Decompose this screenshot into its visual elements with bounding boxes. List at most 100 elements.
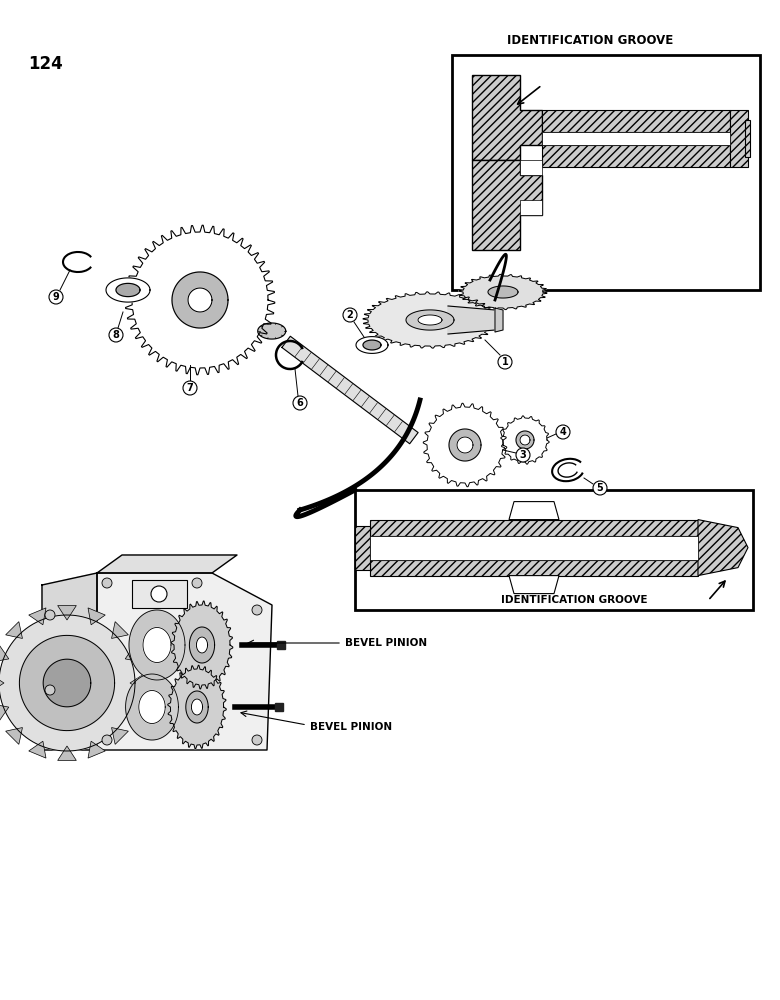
Polygon shape (42, 573, 97, 750)
Polygon shape (97, 555, 237, 573)
Polygon shape (106, 278, 150, 302)
Polygon shape (29, 608, 46, 625)
Circle shape (516, 448, 530, 462)
Circle shape (102, 578, 112, 588)
Polygon shape (472, 160, 542, 250)
Text: IDENTIFICATION GROOVE: IDENTIFICATION GROOVE (501, 595, 647, 605)
Bar (370, 520, 698, 536)
Circle shape (252, 605, 262, 615)
Text: 6: 6 (296, 398, 303, 408)
Polygon shape (188, 288, 212, 312)
Polygon shape (190, 627, 214, 663)
Polygon shape (282, 336, 418, 444)
Polygon shape (0, 674, 4, 692)
Circle shape (49, 290, 63, 304)
Text: 4: 4 (559, 427, 566, 437)
Polygon shape (448, 306, 495, 334)
Text: 3: 3 (519, 450, 526, 460)
Polygon shape (363, 292, 497, 348)
Polygon shape (698, 520, 748, 576)
Polygon shape (363, 340, 381, 350)
Text: 9: 9 (52, 292, 59, 302)
Polygon shape (88, 608, 105, 625)
Text: 1: 1 (502, 357, 509, 367)
Polygon shape (29, 741, 46, 758)
Polygon shape (516, 431, 534, 449)
Text: BEVEL PINION: BEVEL PINION (345, 638, 427, 648)
Polygon shape (43, 659, 90, 707)
Polygon shape (58, 606, 76, 620)
Polygon shape (472, 75, 542, 160)
Text: BEVEL PINION: BEVEL PINION (310, 722, 392, 732)
Circle shape (45, 685, 55, 695)
Polygon shape (495, 308, 503, 332)
Polygon shape (126, 674, 179, 740)
Polygon shape (126, 645, 142, 662)
Bar (355, 526, 370, 570)
Polygon shape (501, 416, 549, 464)
Polygon shape (129, 610, 185, 680)
Circle shape (593, 481, 607, 495)
Polygon shape (457, 437, 473, 453)
Polygon shape (459, 274, 547, 310)
Polygon shape (418, 315, 442, 325)
Polygon shape (424, 403, 507, 487)
Bar (542, 132, 730, 145)
Text: IDENTIFICATION GROOVE: IDENTIFICATION GROOVE (508, 34, 674, 47)
Polygon shape (0, 615, 135, 751)
Text: 2: 2 (346, 310, 353, 320)
Polygon shape (88, 741, 105, 758)
Polygon shape (112, 622, 129, 638)
Polygon shape (168, 665, 226, 749)
Circle shape (192, 578, 202, 588)
Text: 124: 124 (28, 55, 62, 73)
Bar (370, 536, 698, 560)
Polygon shape (488, 286, 518, 298)
Polygon shape (126, 225, 275, 375)
Bar (542, 145, 730, 167)
Polygon shape (0, 645, 9, 662)
Circle shape (45, 610, 55, 620)
Polygon shape (58, 746, 76, 760)
Polygon shape (275, 703, 283, 711)
Polygon shape (143, 628, 171, 662)
Polygon shape (97, 573, 272, 750)
Polygon shape (197, 637, 207, 653)
Polygon shape (139, 691, 165, 723)
Bar (520, 200, 542, 215)
Polygon shape (449, 429, 481, 461)
Circle shape (293, 396, 307, 410)
Circle shape (109, 328, 123, 342)
Polygon shape (277, 641, 285, 649)
Polygon shape (520, 435, 530, 445)
Polygon shape (172, 601, 232, 689)
Polygon shape (126, 704, 142, 721)
Circle shape (102, 735, 112, 745)
Bar (370, 560, 698, 576)
Bar (452, 55, 760, 290)
Bar (745, 120, 750, 157)
Circle shape (556, 425, 570, 439)
Polygon shape (112, 728, 129, 744)
Polygon shape (509, 576, 559, 594)
Polygon shape (130, 674, 144, 692)
Polygon shape (172, 272, 228, 328)
Bar (132, 580, 187, 608)
Circle shape (252, 735, 262, 745)
Text: 8: 8 (112, 330, 119, 340)
Text: 7: 7 (186, 383, 193, 393)
Polygon shape (5, 728, 23, 744)
Text: 5: 5 (597, 483, 604, 493)
Polygon shape (186, 691, 208, 723)
Circle shape (343, 308, 357, 322)
Polygon shape (191, 699, 203, 715)
Circle shape (151, 586, 167, 602)
Bar (355, 490, 753, 610)
Polygon shape (356, 337, 388, 353)
Bar (520, 160, 542, 175)
Polygon shape (116, 283, 140, 297)
Polygon shape (20, 635, 115, 731)
Circle shape (183, 381, 197, 395)
Polygon shape (509, 502, 559, 520)
Circle shape (498, 355, 512, 369)
